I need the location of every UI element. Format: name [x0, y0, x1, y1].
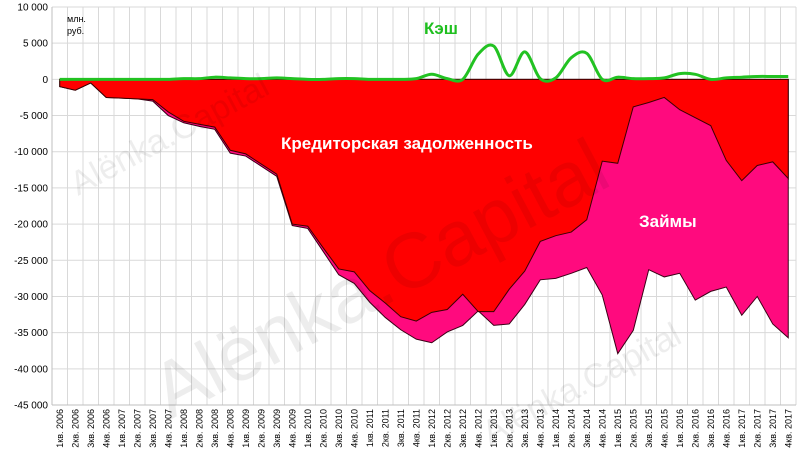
- x-tick-label: 1кв. 2006: [55, 409, 65, 448]
- x-tick-label: 2кв. 2008: [194, 409, 204, 448]
- cash-series-label: Кэш: [424, 19, 458, 38]
- x-tick-label: 2кв. 2010: [318, 409, 328, 448]
- x-tick-label: 4кв. 2011: [411, 409, 421, 447]
- x-tick-label: 2кв. 2007: [132, 409, 142, 448]
- x-tick-label: 4кв. 2007: [163, 409, 173, 448]
- x-tick-label: 1кв. 2009: [241, 409, 251, 448]
- cash-line: [59, 43, 789, 83]
- x-tick-label: 4кв. 2017: [783, 409, 793, 448]
- x-tick-label: 1кв. 2015: [613, 409, 623, 448]
- x-tick-label: 4кв. 2006: [101, 409, 111, 448]
- x-tick-label: 3кв. 2013: [520, 409, 530, 448]
- x-tick-label: 2кв. 2013: [504, 409, 514, 448]
- x-tick-label: 3кв. 2010: [334, 409, 344, 448]
- x-tick-label: 3кв. 2016: [706, 409, 716, 448]
- x-tick-label: 1кв. 2012: [427, 409, 437, 448]
- y-tick-label: -15 000: [14, 183, 48, 194]
- x-tick-label: 4кв. 2009: [287, 409, 297, 448]
- y-tick-label: -20 000: [14, 220, 48, 231]
- x-tick-label: 2кв. 2015: [628, 409, 638, 448]
- y-tick-label: -25 000: [14, 256, 48, 267]
- x-tick-label: 4кв. 2014: [597, 409, 607, 448]
- y-tick-label: 10 000: [17, 3, 48, 14]
- x-tick-label: 3кв. 2009: [272, 409, 282, 448]
- payables-area: [59, 78, 789, 322]
- y-tick-label: -40 000: [14, 364, 48, 375]
- x-tick-label: 4кв. 2015: [659, 409, 669, 448]
- x-tick-label: 2кв. 2017: [752, 409, 762, 448]
- x-tick-label: 3кв. 2017: [768, 409, 778, 448]
- annotation-layer: млн. руб. Кэш Кредиторская задолженность…: [67, 14, 697, 231]
- y-unit-label-line1: млн.: [67, 14, 86, 24]
- x-tick-label: 1кв. 2017: [737, 409, 747, 448]
- x-tick-label: 1кв. 2008: [179, 409, 189, 448]
- x-tick-label: 3кв. 2006: [86, 409, 96, 448]
- x-tick-label: 1кв. 2007: [117, 409, 127, 448]
- y-tick-label: -5 000: [20, 111, 49, 122]
- x-tick-label: 3кв. 2015: [644, 409, 654, 448]
- y-tick-label: -35 000: [14, 328, 48, 339]
- x-tick-label: 3кв. 2007: [148, 409, 158, 448]
- y-tick-label: -30 000: [14, 292, 48, 303]
- x-tick-label: 1кв. 2011: [365, 409, 375, 447]
- x-tick-label: 1кв. 2010: [303, 409, 313, 448]
- x-tick-label: 3кв. 2014: [582, 409, 592, 448]
- x-tick-label: 2кв. 2011: [380, 409, 390, 447]
- y-tick-label: 5 000: [23, 39, 48, 50]
- y-tick-label: -45 000: [14, 401, 48, 412]
- x-tick-label: 4кв. 2016: [721, 409, 731, 448]
- x-tick-label: 1кв. 2014: [551, 409, 561, 448]
- x-tick-label: 4кв. 2013: [535, 409, 545, 448]
- x-tick-label: 1кв. 2013: [489, 409, 499, 448]
- axis-layer: 10 000 5 000 0 -5 000 -10 000 -15 000 -20 000 -…: [14, 3, 796, 448]
- x-tick-label: 4кв. 2012: [473, 409, 483, 448]
- y-unit-label-line2: руб.: [67, 26, 84, 36]
- x-tick-label: 1кв. 2016: [675, 409, 685, 448]
- y-tick-label: 0: [42, 75, 48, 86]
- x-tick-label: 3кв. 2011: [396, 409, 406, 447]
- x-tick-label: 4кв. 2010: [349, 409, 359, 448]
- x-tick-label: 2кв. 2014: [566, 409, 576, 448]
- x-tick-label: 2кв. 2006: [70, 409, 80, 448]
- loans-series-label: Займы: [639, 212, 697, 231]
- x-tick-label: 2кв. 2016: [690, 409, 700, 448]
- area-layer: [59, 43, 789, 355]
- x-tick-label: 3кв. 2008: [210, 409, 220, 448]
- x-tick-label: 4кв. 2008: [225, 409, 235, 448]
- x-tick-label: 3кв. 2012: [458, 409, 468, 448]
- x-tick-label: 2кв. 2012: [442, 409, 452, 448]
- x-tick-label: 2кв. 2009: [256, 409, 266, 448]
- y-tick-label: -10 000: [14, 147, 48, 158]
- payables-series-label: Кредиторская задолженность: [281, 134, 533, 153]
